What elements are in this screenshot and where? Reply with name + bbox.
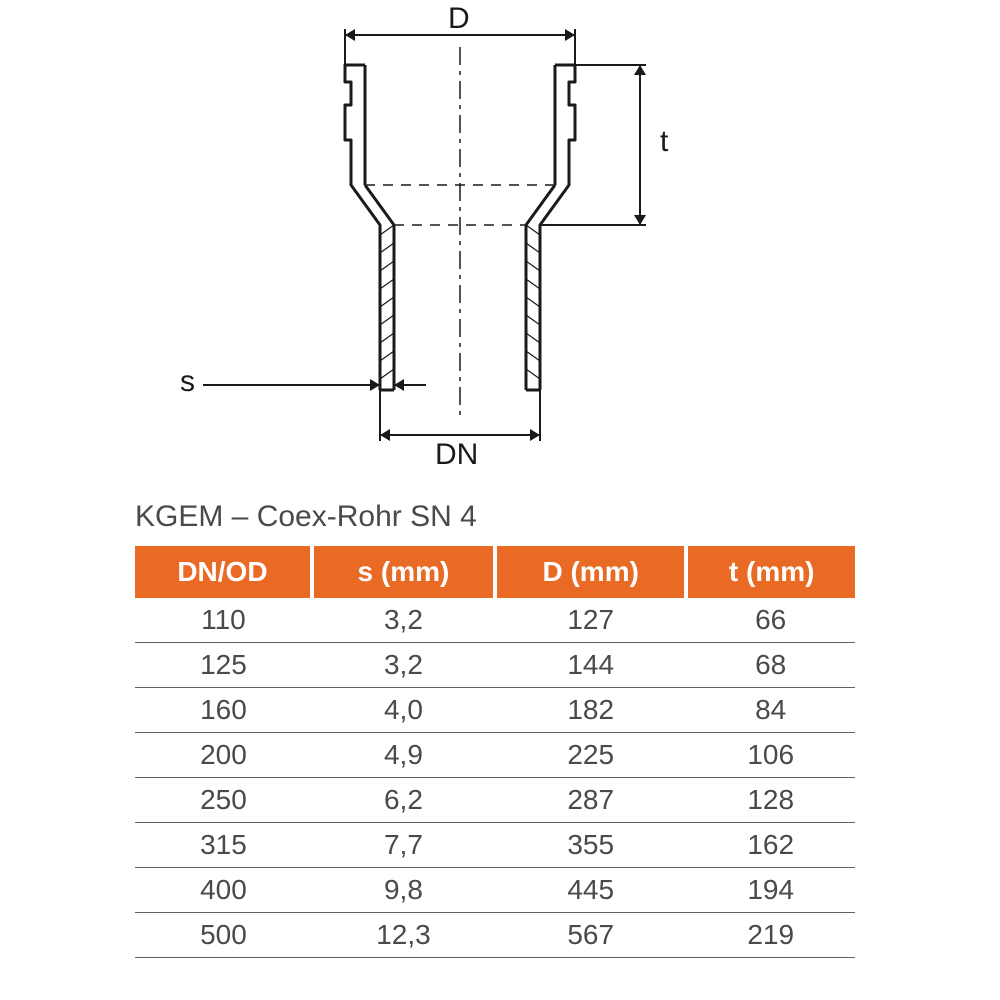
table-cell: 84: [686, 688, 855, 733]
table-cell: 567: [495, 913, 686, 958]
table-cell: 287: [495, 778, 686, 823]
table-cell: 106: [686, 733, 855, 778]
table-cell: 7,7: [312, 823, 495, 868]
table-cell: 144: [495, 643, 686, 688]
table-header-cell: D (mm): [495, 546, 686, 598]
table-cell: 355: [495, 823, 686, 868]
table-cell: 200: [135, 733, 312, 778]
spec-table-area: KGEM – Coex-Rohr SN 4 DN/ODs (mm)D (mm)t…: [135, 500, 855, 958]
table-row: 1604,018284: [135, 688, 855, 733]
table-cell: 219: [686, 913, 855, 958]
table-header-cell: t (mm): [686, 546, 855, 598]
table-cell: 194: [686, 868, 855, 913]
table-cell: 4,0: [312, 688, 495, 733]
table-header-row: DN/ODs (mm)D (mm)t (mm): [135, 546, 855, 598]
table-cell: 3,2: [312, 598, 495, 643]
table-body: 1103,2127661253,2144681604,0182842004,92…: [135, 598, 855, 958]
table-cell: 400: [135, 868, 312, 913]
table-row: 2506,2287128: [135, 778, 855, 823]
table-cell: 445: [495, 868, 686, 913]
table-title: KGEM – Coex-Rohr SN 4: [135, 500, 855, 534]
table-header-cell: s (mm): [312, 546, 495, 598]
spec-table: DN/ODs (mm)D (mm)t (mm) 1103,2127661253,…: [135, 546, 855, 958]
table-header-cell: DN/OD: [135, 546, 312, 598]
table-row: 4009,8445194: [135, 868, 855, 913]
table-cell: 4,9: [312, 733, 495, 778]
table-cell: 12,3: [312, 913, 495, 958]
table-cell: 127: [495, 598, 686, 643]
table-cell: 110: [135, 598, 312, 643]
pipe-diagram: D t s DN: [170, 10, 720, 470]
label-s: s: [180, 365, 195, 399]
label-D: D: [448, 2, 470, 36]
table-row: 50012,3567219: [135, 913, 855, 958]
table-row: 1253,214468: [135, 643, 855, 688]
label-DN: DN: [435, 438, 478, 472]
table-cell: 66: [686, 598, 855, 643]
table-row: 1103,212766: [135, 598, 855, 643]
table-cell: 125: [135, 643, 312, 688]
table-cell: 225: [495, 733, 686, 778]
table-cell: 9,8: [312, 868, 495, 913]
table-cell: 500: [135, 913, 312, 958]
table-cell: 128: [686, 778, 855, 823]
label-t: t: [660, 125, 668, 159]
table-cell: 3,2: [312, 643, 495, 688]
table-cell: 68: [686, 643, 855, 688]
table-cell: 6,2: [312, 778, 495, 823]
table-cell: 182: [495, 688, 686, 733]
table-row: 2004,9225106: [135, 733, 855, 778]
table-row: 3157,7355162: [135, 823, 855, 868]
pipe-svg: [170, 10, 720, 470]
table-cell: 250: [135, 778, 312, 823]
table-cell: 160: [135, 688, 312, 733]
table-cell: 162: [686, 823, 855, 868]
table-cell: 315: [135, 823, 312, 868]
